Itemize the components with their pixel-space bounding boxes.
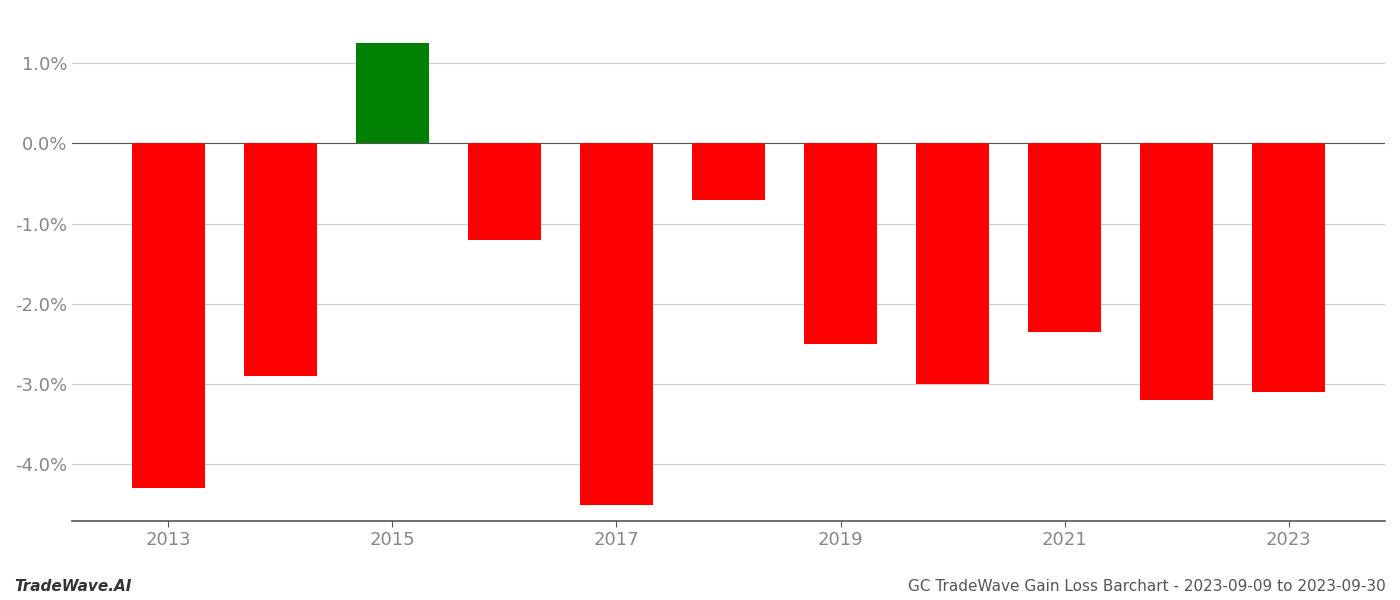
Bar xyxy=(580,143,652,505)
Bar xyxy=(1141,143,1214,400)
Bar xyxy=(356,43,428,143)
Text: TradeWave.AI: TradeWave.AI xyxy=(14,579,132,594)
Bar xyxy=(916,143,988,384)
Bar xyxy=(692,143,764,200)
Bar xyxy=(468,143,540,240)
Bar xyxy=(1029,143,1102,332)
Bar xyxy=(244,143,316,376)
Bar xyxy=(804,143,876,344)
Bar xyxy=(1253,143,1326,392)
Text: GC TradeWave Gain Loss Barchart - 2023-09-09 to 2023-09-30: GC TradeWave Gain Loss Barchart - 2023-0… xyxy=(909,579,1386,594)
Bar xyxy=(132,143,204,488)
